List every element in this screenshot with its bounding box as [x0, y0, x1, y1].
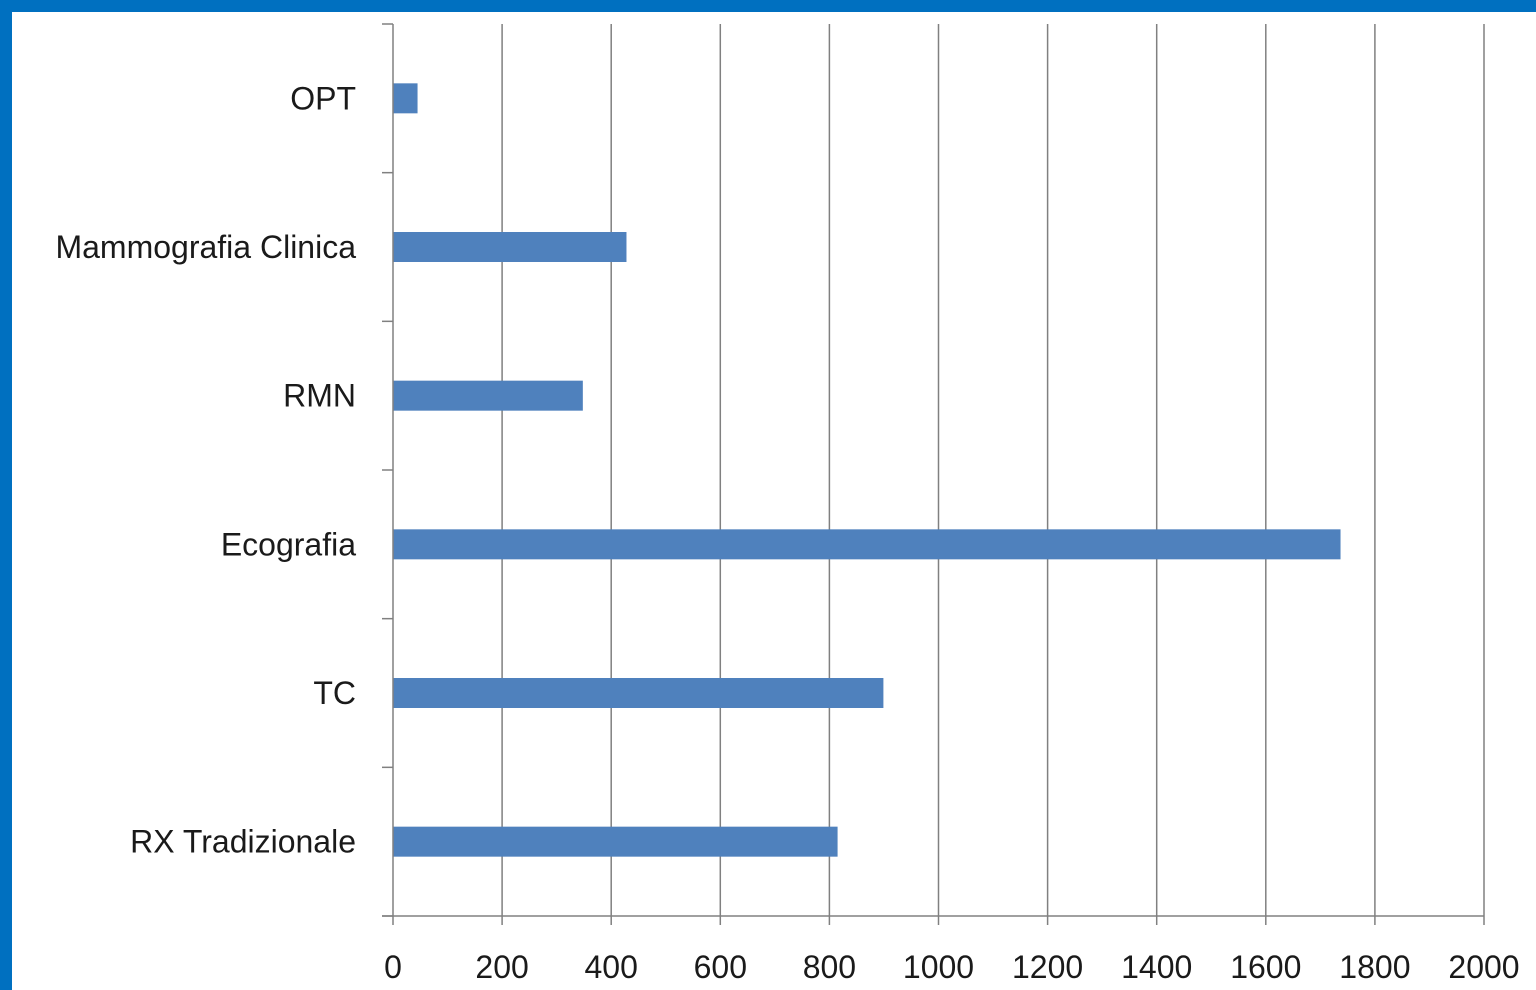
x-tick-label-1400: 1400 — [1121, 949, 1192, 985]
y-tick-label-ecografia: Ecografia — [221, 526, 356, 562]
bar-tc — [393, 678, 884, 708]
x-tick-label-1200: 1200 — [1012, 949, 1083, 985]
tick-labels: 0 200 400 600 800 1000 1200 1400 1600 1800 2000 OPT… — [55, 80, 1519, 985]
x-tick-label-400: 400 — [585, 949, 638, 985]
x-tick-label-600: 600 — [694, 949, 747, 985]
y-tick-label-opt: OPT — [290, 80, 356, 116]
gridlines — [501, 24, 1485, 916]
bar-opt — [393, 83, 418, 114]
bar-rmn — [393, 380, 583, 411]
y-tick-label-rmn: RMN — [283, 378, 356, 414]
x-tick-label-1800: 1800 — [1339, 949, 1410, 985]
bar-mammografia-clinica — [393, 232, 627, 262]
bar-ecografia — [393, 529, 1341, 560]
y-tick-label-mammografia-clinica: Mammografia Clinica — [55, 229, 356, 265]
axes — [382, 23, 1485, 925]
y-tick-label-rx-tradizionale: RX Tradizionale — [130, 824, 356, 860]
bars — [393, 83, 1341, 857]
x-tick-label-2000: 2000 — [1448, 949, 1519, 985]
y-tick-label-tc: TC — [313, 675, 356, 711]
x-tick-label-1000: 1000 — [903, 949, 974, 985]
x-tick-label-1600: 1600 — [1230, 949, 1301, 985]
x-tick-label-800: 800 — [803, 949, 856, 985]
bar-rx-tradizionale — [393, 826, 838, 857]
x-tick-label-200: 200 — [475, 949, 528, 985]
x-tick-label-0: 0 — [384, 949, 402, 985]
